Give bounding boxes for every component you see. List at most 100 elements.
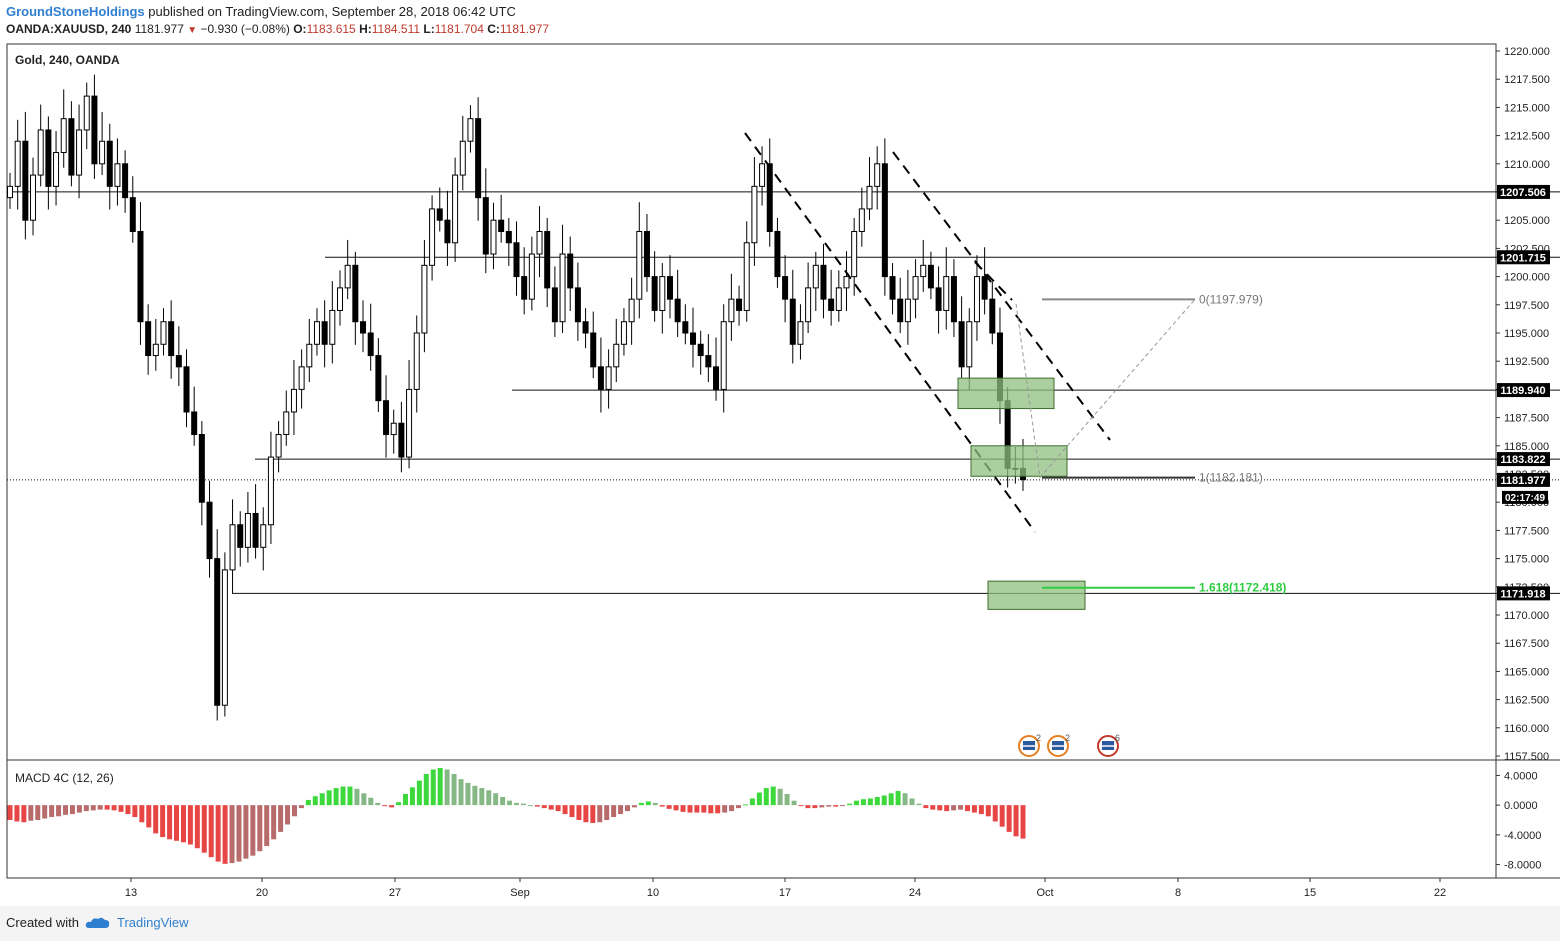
demand-zone-box	[970, 445, 1068, 477]
macd-histogram-bar	[645, 801, 651, 806]
candle-body	[574, 287, 581, 323]
candle-body	[482, 197, 489, 255]
macd-histogram-bar	[687, 805, 693, 813]
y-tick-label: 1167.500	[1504, 638, 1549, 650]
macd-histogram-bar	[791, 800, 797, 806]
macd-histogram-bar	[840, 805, 846, 807]
macd-histogram-bar	[597, 805, 603, 823]
macd-histogram-bar	[76, 805, 82, 813]
candle-body	[68, 118, 75, 176]
countdown-label: 02:17:49	[1505, 493, 1545, 504]
candle-body	[498, 219, 505, 232]
chart-canvas[interactable]: 1157.500 1160.000 1162.500 1165.000 1167.500…	[0, 0, 1560, 906]
macd-histogram-bar	[444, 769, 450, 806]
candle-body	[490, 219, 497, 255]
macd-histogram-bar	[860, 799, 866, 806]
macd-histogram-bar	[985, 805, 991, 817]
macd-histogram-bar	[507, 800, 513, 806]
macd-histogram-bar	[784, 794, 790, 806]
y-tick-label: 1177.500	[1504, 525, 1549, 537]
macd-histogram-bar	[1020, 805, 1026, 839]
x-tick-label: 24	[909, 887, 921, 899]
open-label: O:	[293, 22, 307, 36]
candle-body	[789, 298, 796, 345]
macd-histogram-bar	[257, 805, 263, 852]
macd-histogram-bar	[194, 805, 200, 849]
economic-event-icon: 2	[1018, 733, 1041, 757]
macd-histogram-bar	[63, 805, 69, 815]
channel-trendline	[892, 151, 1111, 441]
macd-histogram-bar	[229, 805, 235, 864]
macd-histogram-bar	[409, 787, 415, 806]
publish-header: GroundStoneHoldings published on Trading…	[6, 4, 516, 19]
macd-histogram-bar	[389, 805, 395, 808]
macd-histogram-bar	[7, 805, 13, 820]
macd-histogram-bar	[423, 773, 429, 806]
event-count-label: 6	[1115, 733, 1120, 743]
macd-histogram-bar	[333, 788, 339, 806]
candle-body	[690, 332, 697, 345]
macd-histogram-bar	[312, 796, 318, 806]
candle-body	[636, 230, 643, 300]
event-count-label: 2	[1065, 733, 1070, 743]
price-level-badge	[1497, 184, 1550, 199]
macd-histogram-bar	[888, 793, 894, 806]
macd-histogram-bar	[132, 805, 138, 818]
candle-body	[973, 276, 980, 323]
y-tick-label: 1197.500	[1504, 300, 1549, 312]
candle-body	[620, 321, 627, 345]
macd-histogram-bar	[638, 802, 644, 806]
candle-body	[106, 140, 113, 187]
candle-body	[582, 321, 589, 334]
candle-body	[613, 343, 620, 368]
candle-body	[175, 355, 182, 368]
candle-body	[398, 422, 405, 458]
price-level-label: 1181.977	[1500, 475, 1545, 487]
candle-body	[720, 321, 727, 390]
macd-histogram-bar	[722, 805, 728, 813]
candle-body	[521, 276, 528, 300]
y-tick-label: 1170.000	[1504, 610, 1549, 622]
candle-body	[605, 366, 612, 390]
author-link[interactable]: GroundStoneHoldings	[6, 4, 145, 19]
candle-body	[352, 264, 359, 323]
macd-histogram-bar	[909, 798, 915, 806]
candle-body	[383, 400, 390, 436]
y-tick-label: 1175.000	[1504, 554, 1549, 566]
macd-histogram-bar	[742, 804, 748, 806]
y-tick-label: 1195.000	[1504, 328, 1549, 340]
macd-histogram-bar	[944, 805, 950, 812]
price-level-badge	[1497, 586, 1550, 601]
tradingview-link[interactable]: TradingView	[116, 915, 189, 930]
candle-body	[260, 524, 267, 548]
tradingview-cloud-icon	[85, 917, 110, 928]
macd-histogram-bar	[340, 786, 346, 806]
macd-histogram-bar	[971, 805, 977, 813]
candle-body	[828, 298, 835, 311]
candle-body	[45, 129, 52, 187]
candle-body	[406, 388, 413, 458]
candle-body	[290, 388, 297, 413]
macd-histogram-bar	[1013, 805, 1019, 837]
candle-body	[198, 434, 205, 503]
macd-histogram-bar	[90, 805, 96, 811]
price-level-badge	[1497, 452, 1550, 467]
candle-body	[881, 163, 888, 278]
macd-histogram-bar	[763, 788, 769, 806]
macd-histogram-bar	[21, 805, 27, 823]
y-tick-label: 1162.500	[1504, 695, 1549, 707]
macd-histogram-bar	[215, 805, 221, 862]
candle-body	[659, 276, 666, 311]
candle-body	[966, 321, 973, 368]
macd-histogram-bar	[146, 805, 152, 828]
x-tick-label: 8	[1175, 887, 1181, 899]
candle-body	[958, 321, 965, 368]
macd-histogram-bar	[618, 805, 624, 815]
macd-histogram-bar	[56, 805, 62, 817]
candle-body	[390, 422, 397, 436]
candle-body	[950, 276, 957, 323]
macd-histogram-bar	[548, 805, 554, 810]
candle-body	[206, 501, 213, 560]
high-label: H:	[359, 22, 372, 36]
candle-body	[912, 276, 919, 300]
